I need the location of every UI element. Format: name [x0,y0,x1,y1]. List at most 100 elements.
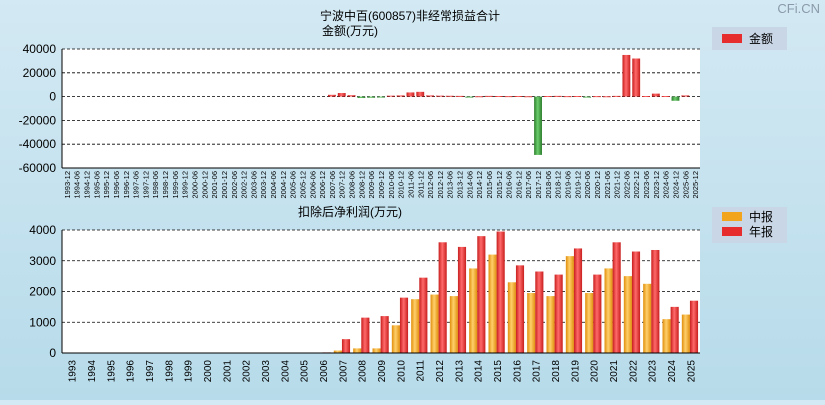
x-tick-label: 2020-06 [583,171,592,199]
x-tick-label: 2008-06 [348,171,357,199]
x-tick-label: 1997-06 [132,171,141,199]
x-tick-label: 1994-12 [83,171,92,199]
x-tick-label: 2006 [319,360,330,383]
y-axis-ticks: 40000 20000 0 -20000 -40000 -60000 [19,42,57,175]
legend: 金额 [712,27,787,50]
y-tick-label: -20000 [19,113,57,127]
bar [485,95,493,97]
bar-interim [488,254,497,353]
bar [651,93,660,97]
bar-annual [361,317,370,353]
x-tick-label: 2019 [570,360,581,383]
bar [337,93,346,97]
x-tick-label: 2004-12 [279,171,288,199]
x-tick-label: 2025-12 [691,171,700,199]
bar [524,96,533,98]
bar-annual [535,271,544,353]
y-tick-label: 20000 [23,66,57,80]
x-tick-label: 2024 [667,360,678,383]
x-tick-label: 2021 [609,360,620,383]
x-tick-label: 2022 [628,360,639,383]
x-tick-label: 2003 [261,360,272,383]
y-tick-label: 0 [49,90,56,104]
bar [504,96,513,98]
x-tick-label: 2023-06 [642,171,651,199]
x-tick-label: 2017 [532,360,543,383]
x-tick-label: 2004 [280,360,291,383]
x-tick-label: 1996 [126,360,137,383]
bar-annual [651,249,660,353]
bar [671,96,680,101]
x-tick-label: 2016-12 [514,171,523,199]
bar [661,96,670,98]
bar-annual [496,231,505,353]
x-tick-label: 2015 [493,360,504,383]
bar [357,96,366,99]
x-tick-label: 1996-12 [122,171,131,199]
chart-nonrecurring-items: 宁波中百(600857)非经常损益合计 金额(万元) 40000 20000 0 -2… [19,8,787,199]
bar-annual [593,274,602,353]
x-tick-label: 1997 [145,360,156,383]
bar-annual [477,236,486,353]
x-tick-label: 1993-12 [63,171,72,199]
chart-title: 扣除后净利润(万元) [298,204,402,219]
bar [367,96,376,98]
x-tick-label: 2009-12 [377,171,386,199]
x-tick-label: 2001-06 [210,171,219,199]
y-tick-label: 3000 [29,254,56,268]
x-tick-label: 2022-06 [622,171,631,199]
bar-annual [438,242,447,353]
x-tick-label: 2002-12 [240,171,249,199]
x-tick-label: 2018 [551,360,562,383]
bar-interim [372,348,381,353]
bar-annual [612,242,621,353]
x-axis-ticks: 1993-12 1994-06 1994-12 1995-06 1995-12 1996-… [63,171,700,199]
bar [445,95,454,97]
x-tick-label: 2016-06 [505,171,514,199]
bar [612,95,621,97]
x-tick-label: 2022-12 [632,171,641,199]
bar-interim [623,276,632,353]
bar [573,96,582,98]
x-tick-label: 2011-12 [416,171,425,198]
y-axis-ticks: 4000 3000 2000 1000 0 [29,223,56,360]
y-tick-label: 1000 [29,315,56,329]
x-tick-label: 2009 [377,360,388,383]
x-tick-label: 2015-06 [485,171,494,199]
x-tick-label: 1995-06 [92,171,101,199]
y-tick-label: 2000 [29,285,56,299]
x-tick-label: 2005-06 [289,171,298,199]
bar-interim [565,256,574,353]
bar [327,94,336,97]
x-tick-label: 2003-06 [249,171,258,199]
x-tick-label: 2005 [300,360,311,383]
x-tick-label: 1998-06 [151,171,160,199]
x-tick-label: 2000-06 [191,171,200,199]
bar [593,96,601,98]
x-tick-label: 2020-12 [593,171,602,199]
x-tick-label: 2013-06 [446,171,455,199]
bar-annual [670,306,679,353]
y-tick-label: 40000 [23,42,57,56]
bar-interim [604,268,613,353]
bar [583,96,592,98]
x-tick-label: 2014-12 [475,171,484,199]
bar [347,95,356,97]
chart-subtitle: 金额(万元) [322,23,378,38]
x-tick-label: 2017-06 [524,171,533,199]
bar-annual [419,277,428,353]
legend-label-annual: 年报 [749,224,773,239]
bar-annual [573,248,583,353]
x-tick-label: 2006-06 [308,171,317,199]
bar-interim [662,319,671,353]
plot-area [62,49,700,168]
bar-series [327,54,690,155]
x-tick-label: 2010-12 [397,171,406,199]
x-tick-label: 1995-12 [102,171,111,199]
x-tick-label: 2008-12 [357,171,366,199]
bar-annual [457,246,467,353]
x-tick-label: 2012 [435,360,446,383]
bar-annual [399,297,409,353]
x-tick-label: 2013-12 [456,171,465,199]
